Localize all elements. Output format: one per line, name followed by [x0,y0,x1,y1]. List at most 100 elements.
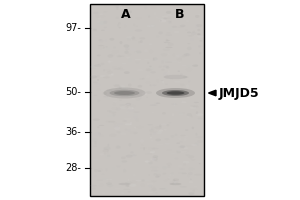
Ellipse shape [98,22,105,24]
Ellipse shape [130,155,137,156]
Ellipse shape [95,84,100,86]
Ellipse shape [122,63,126,64]
Ellipse shape [102,178,108,179]
Ellipse shape [126,36,134,39]
Ellipse shape [150,151,155,153]
Ellipse shape [136,50,141,53]
Ellipse shape [97,89,100,91]
Ellipse shape [148,192,153,193]
Ellipse shape [106,89,113,91]
Ellipse shape [120,69,124,70]
Ellipse shape [166,66,169,69]
Ellipse shape [172,113,174,116]
Ellipse shape [149,134,152,135]
Ellipse shape [121,156,126,159]
Ellipse shape [92,138,98,142]
Ellipse shape [195,142,197,146]
Ellipse shape [128,143,131,147]
Ellipse shape [93,118,100,121]
Ellipse shape [155,160,158,162]
Ellipse shape [98,170,101,172]
Ellipse shape [197,140,203,143]
Ellipse shape [152,157,158,160]
Ellipse shape [179,168,184,170]
Ellipse shape [188,181,193,183]
Ellipse shape [150,137,152,139]
Ellipse shape [174,31,179,33]
Ellipse shape [188,81,190,82]
Ellipse shape [152,148,159,149]
Ellipse shape [145,160,149,163]
Ellipse shape [165,47,172,48]
Ellipse shape [135,180,141,181]
Ellipse shape [180,25,186,27]
Ellipse shape [114,52,122,53]
Ellipse shape [108,74,114,77]
Ellipse shape [108,60,110,64]
Ellipse shape [159,125,161,127]
Ellipse shape [168,27,173,30]
Ellipse shape [171,153,176,154]
Ellipse shape [174,158,178,159]
Ellipse shape [127,38,131,41]
Ellipse shape [120,132,126,135]
Ellipse shape [144,161,151,162]
Ellipse shape [114,91,135,95]
Ellipse shape [200,40,202,42]
Ellipse shape [155,139,161,141]
Ellipse shape [127,114,131,117]
Ellipse shape [163,59,168,62]
Ellipse shape [103,76,110,78]
Ellipse shape [105,155,110,158]
Ellipse shape [190,179,192,180]
Ellipse shape [159,19,167,22]
Ellipse shape [138,156,146,158]
Ellipse shape [164,191,168,193]
Ellipse shape [130,122,132,125]
Ellipse shape [152,187,155,188]
Ellipse shape [181,114,188,115]
Ellipse shape [194,119,201,120]
Ellipse shape [153,159,155,161]
Ellipse shape [106,61,113,62]
Ellipse shape [119,115,120,118]
Text: JMJD5: JMJD5 [219,86,260,99]
Ellipse shape [169,183,181,185]
Ellipse shape [153,132,156,135]
Ellipse shape [124,44,129,48]
Ellipse shape [175,109,179,112]
Ellipse shape [188,124,190,127]
Ellipse shape [157,8,160,10]
Ellipse shape [127,15,130,18]
Ellipse shape [120,106,127,109]
Text: 50-: 50- [65,87,81,97]
Ellipse shape [94,95,98,96]
Ellipse shape [107,184,113,187]
Ellipse shape [119,100,122,101]
Ellipse shape [130,151,134,154]
Ellipse shape [180,186,187,188]
Text: 36-: 36- [65,127,81,137]
Ellipse shape [151,140,153,142]
Ellipse shape [131,36,135,39]
Ellipse shape [106,98,110,99]
Ellipse shape [93,114,95,116]
Ellipse shape [147,25,151,27]
Ellipse shape [139,37,146,40]
Ellipse shape [172,158,176,159]
Ellipse shape [181,22,186,23]
Ellipse shape [168,70,170,72]
Ellipse shape [98,132,101,134]
Ellipse shape [177,161,178,163]
Ellipse shape [182,65,187,66]
Ellipse shape [134,51,142,54]
Ellipse shape [156,103,160,104]
Ellipse shape [99,128,106,129]
Ellipse shape [164,119,170,121]
Ellipse shape [144,130,150,132]
Text: B: B [175,8,185,21]
Ellipse shape [108,180,110,183]
Ellipse shape [192,105,194,107]
Ellipse shape [166,11,171,14]
Ellipse shape [185,129,188,131]
